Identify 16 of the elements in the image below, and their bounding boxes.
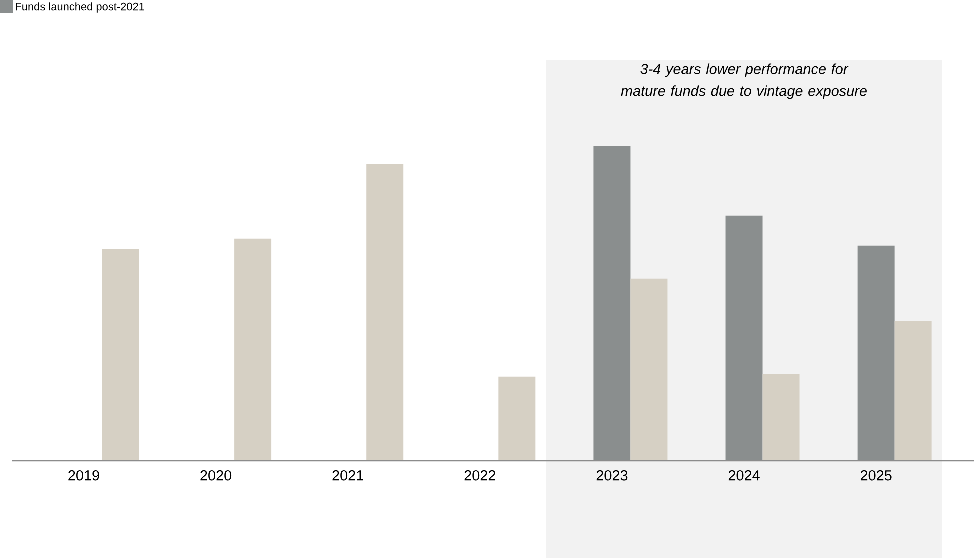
- x-tick-label: 2025: [860, 470, 892, 481]
- x-tick-label: 2022: [464, 470, 496, 481]
- x-tick-label: 2019: [68, 470, 100, 481]
- bar: [498, 376, 536, 461]
- bar: [894, 321, 932, 461]
- x-tick-label: 2020: [200, 470, 232, 481]
- bar: [102, 249, 140, 461]
- bar: [762, 374, 800, 461]
- bar: [366, 164, 404, 461]
- x-tick-label: 2021: [332, 470, 364, 481]
- band-label: 3-4 years lower performance for mature funds due to vintage exposure: [621, 64, 867, 100]
- bar: [630, 278, 668, 461]
- x-tick-label: 2023: [596, 470, 628, 481]
- x-tick-label: 2024: [728, 470, 760, 481]
- legend-label: Funds launched post-2021: [16, 2, 144, 13]
- bar: [234, 238, 272, 461]
